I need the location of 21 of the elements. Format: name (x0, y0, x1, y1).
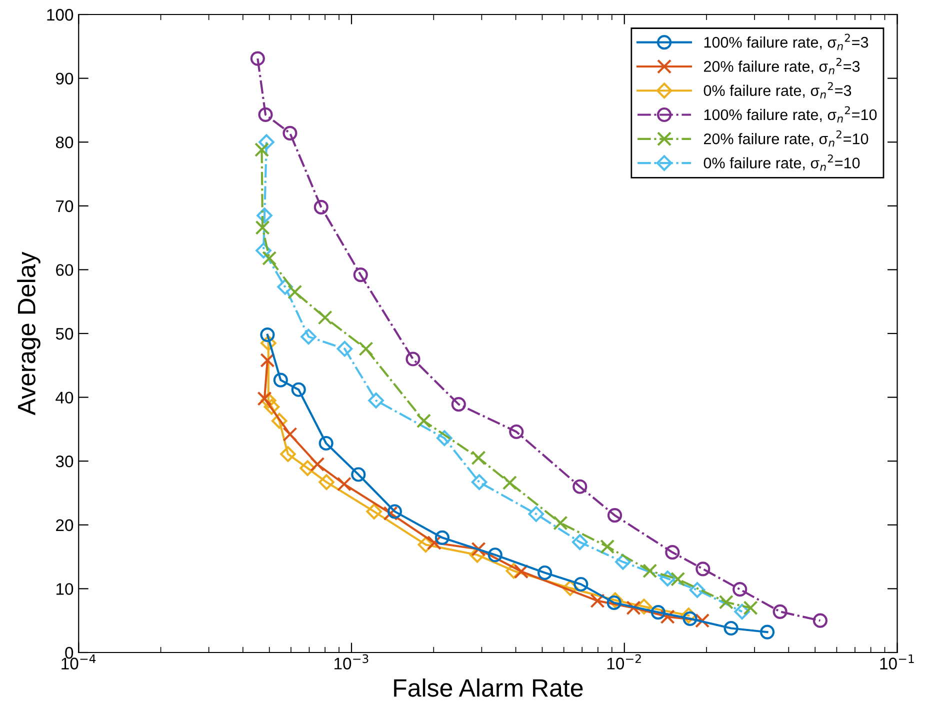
y-tick-label: 10 (56, 583, 74, 595)
x-tick-label: 10$^{−3}$ (334, 654, 368, 670)
x-tick-label: 10$^{−2}$ (607, 654, 641, 670)
y-axis-title: Average Delay (17, 252, 40, 416)
legend-label: 0% failure rate, σ$_{n}$$^{2}$=10 (704, 154, 860, 171)
y-tick-label: 100 (47, 8, 74, 21)
y-tick-label: 80 (56, 136, 74, 148)
y-tick-label: 50 (56, 328, 74, 340)
legend-label: 100% failure rate, σ$_{n}$$^{2}$=10 (704, 106, 877, 122)
legend-label: 20% failure rate, σ$_{n}$$^{2}$=3 (704, 58, 860, 74)
legend-label: 100% failure rate, σ$_{n}$$^{2}$=3 (704, 34, 868, 50)
y-tick-label: 90 (56, 72, 74, 85)
legend-label: 20% failure rate, σ$_{n}$$^{2}$=10 (704, 130, 868, 147)
x-axis-title: False Alarm Rate (394, 678, 583, 697)
x-tick-label: 10$^{−1}$ (880, 654, 914, 670)
y-tick-label: 60 (56, 264, 74, 276)
legend-label: 0% failure rate, σ$_{n}$$^{2}$=3 (704, 82, 852, 98)
y-tick-label: 40 (56, 392, 74, 404)
y-tick-label: 20 (56, 519, 74, 532)
y-tick-label: 30 (56, 456, 74, 468)
y-tick-label: 70 (56, 200, 74, 212)
